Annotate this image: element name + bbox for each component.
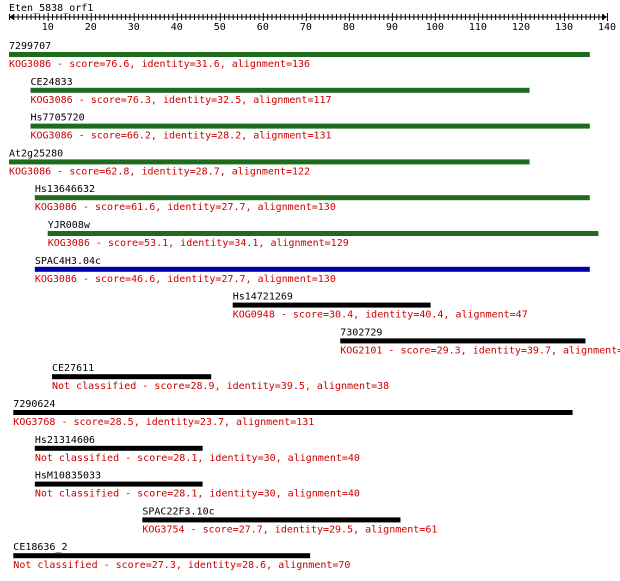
- hit-row[interactable]: SPAC4H3.04c KOG3086 - score=46.6, identit…: [34, 256, 590, 285]
- hit-alignment-bar[interactable]: [142, 517, 401, 523]
- hit-alignment-bar[interactable]: [34, 481, 203, 487]
- hit-description: KOG3086 - score=53.1, identity=34.1, ali…: [48, 238, 349, 249]
- hit-row[interactable]: 7290624 KOG3768 - score=28.5, identity=23…: [13, 399, 573, 428]
- hit-name[interactable]: HsM10835033: [35, 471, 101, 482]
- hit-description: KOG3086 - score=76.3, identity=32.5, ali…: [31, 95, 332, 106]
- hit-row[interactable]: HsM10835033 Not classified - score=28.1, …: [34, 471, 360, 500]
- ruler-left-arrow: [9, 14, 14, 20]
- hit-row[interactable]: CE27611 Not classified - score=28.9, iden…: [52, 363, 389, 392]
- ruler-tick-label: 120: [512, 22, 530, 33]
- hit-alignment-bar[interactable]: [13, 410, 573, 415]
- hit-name[interactable]: YJR008w: [48, 220, 91, 231]
- hit-name[interactable]: Hs14721269: [233, 292, 293, 303]
- ruler-tick-label: 110: [469, 22, 487, 33]
- hit-alignment-bar[interactable]: [30, 123, 590, 129]
- sequence-ruler: 10 20 30 40 50 60 70 80 90 100 110 120 130 140: [9, 13, 616, 33]
- hit-description: Not classified - score=27.3, identity=28…: [13, 560, 350, 571]
- hit-name[interactable]: 7299707: [9, 41, 51, 52]
- ruler-tick-label: 130: [555, 22, 573, 33]
- hit-row[interactable]: 7302729 KOG2101 - score=29.3, identity=39…: [340, 327, 620, 356]
- hit-alignment-bar[interactable]: [13, 553, 311, 559]
- hit-description: KOG3086 - score=76.6, identity=31.6, ali…: [9, 59, 310, 70]
- hit-name[interactable]: Hs7705720: [31, 113, 85, 124]
- hit-name[interactable]: 7290624: [13, 399, 55, 410]
- ruler-tick-label: 20: [85, 22, 97, 33]
- hit-description: KOG0948 - score=30.4, identity=40.4, ali…: [233, 310, 528, 321]
- hit-row[interactable]: CE18636_2 Not classified - score=27.3, id…: [13, 542, 350, 571]
- hit-name[interactable]: 7302729: [340, 327, 382, 338]
- ruler-tick-label: 30: [128, 22, 140, 33]
- hit-alignment-bar[interactable]: [34, 195, 590, 201]
- hit-alignment-bar[interactable]: [232, 302, 431, 308]
- ruler-tick-label: 40: [171, 22, 183, 33]
- hit-row[interactable]: 7299707 KOG3086 - score=76.6, identity=31…: [9, 41, 590, 70]
- ruler-tick-label: 80: [343, 22, 355, 33]
- hit-list: 7299707 KOG3086 - score=76.6, identity=31…: [9, 41, 620, 571]
- ruler-tick-label: 10: [42, 22, 54, 33]
- hit-name[interactable]: At2g25280: [9, 148, 63, 159]
- ruler-tick-label: 70: [300, 22, 312, 33]
- ruler-tick-label: 100: [426, 22, 444, 33]
- hit-row[interactable]: Hs14721269 KOG0948 - score=30.4, identity…: [232, 292, 528, 321]
- hit-row[interactable]: SPAC22F3.10c KOG3754 - score=27.7, identi…: [142, 506, 437, 535]
- hit-row[interactable]: YJR008w KOG3086 - score=53.1, identity=34…: [47, 220, 599, 249]
- query-title: Eten_5838_orf1: [9, 3, 93, 14]
- hit-description: KOG3754 - score=27.7, identity=29.5, ali…: [142, 524, 437, 535]
- hit-description: Not classified - score=28.1, identity=30…: [35, 453, 360, 464]
- ruler-tick-label: 60: [257, 22, 269, 33]
- hit-row[interactable]: At2g25280 KOG3086 - score=62.8, identity=…: [9, 148, 530, 177]
- hit-row[interactable]: CE24833 KOG3086 - score=76.3, identity=32…: [30, 77, 530, 106]
- hit-alignment-bar[interactable]: [9, 159, 530, 165]
- hit-description: KOG3086 - score=61.6, identity=27.7, ali…: [35, 202, 336, 213]
- hit-description: Not classified - score=28.9, identity=39…: [52, 381, 389, 392]
- hit-alignment-bar[interactable]: [52, 374, 212, 380]
- hit-alignment-bar[interactable]: [9, 52, 590, 57]
- hit-name[interactable]: SPAC22F3.10c: [142, 506, 214, 517]
- hit-name[interactable]: SPAC4H3.04c: [35, 256, 101, 267]
- hit-name[interactable]: CE27611: [52, 363, 94, 374]
- hit-description: KOG2101 - score=29.3, identity=39.7, ali…: [340, 345, 620, 356]
- ruler-tick-label: 140: [598, 22, 616, 33]
- hit-description: KOG3086 - score=66.2, identity=28.2, ali…: [31, 131, 332, 142]
- hit-row[interactable]: Hs21314606 Not classified - score=28.1, i…: [34, 435, 360, 464]
- ruler-tick-label: 90: [386, 22, 398, 33]
- hit-name[interactable]: Hs21314606: [35, 435, 95, 446]
- hit-alignment-bar[interactable]: [34, 445, 203, 451]
- hit-name[interactable]: CE18636_2: [13, 542, 67, 553]
- hit-name[interactable]: Hs13646632: [35, 184, 95, 195]
- hit-description: KOG3086 - score=62.8, identity=28.7, ali…: [9, 166, 310, 177]
- hit-row[interactable]: Hs7705720 KOG3086 - score=66.2, identity=…: [30, 113, 590, 142]
- hit-alignment-bar[interactable]: [34, 266, 590, 272]
- hit-alignment-bar[interactable]: [30, 87, 530, 93]
- hit-description: KOG3086 - score=46.6, identity=27.7, ali…: [35, 274, 336, 285]
- hit-alignment-bar[interactable]: [47, 231, 599, 236]
- ruler-tick-label: 50: [214, 22, 226, 33]
- hit-description: Not classified - score=28.1, identity=30…: [35, 489, 360, 500]
- hit-alignment-bar[interactable]: [340, 338, 586, 344]
- hit-description: KOG3768 - score=28.5, identity=23.7, ali…: [13, 417, 314, 428]
- hit-name[interactable]: CE24833: [31, 77, 73, 88]
- hit-row[interactable]: Hs13646632 KOG3086 - score=61.6, identity…: [34, 184, 590, 213]
